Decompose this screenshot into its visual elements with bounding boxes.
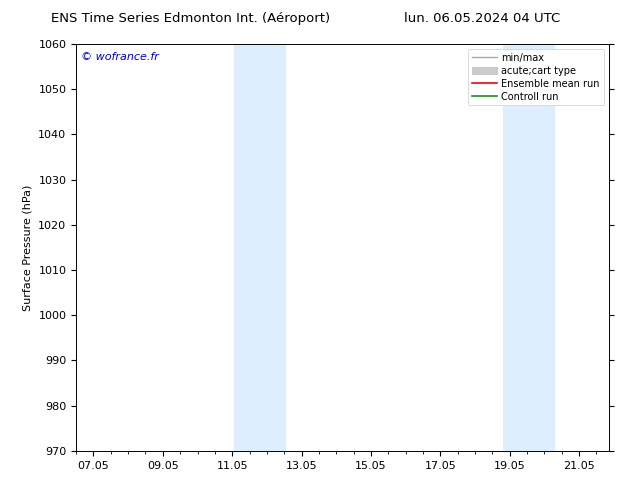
Text: © wofrance.fr: © wofrance.fr [81,52,159,62]
Text: lun. 06.05.2024 04 UTC: lun. 06.05.2024 04 UTC [404,12,560,25]
Bar [503,44,555,451]
Legend: min/max, acute;cart type, Ensemble mean run, Controll run: min/max, acute;cart type, Ensemble mean … [469,49,604,105]
Y-axis label: Surface Pressure (hPa): Surface Pressure (hPa) [23,184,33,311]
Text: ENS Time Series Edmonton Int. (Aéroport): ENS Time Series Edmonton Int. (Aéroport) [51,12,330,25]
Bar [234,44,286,451]
